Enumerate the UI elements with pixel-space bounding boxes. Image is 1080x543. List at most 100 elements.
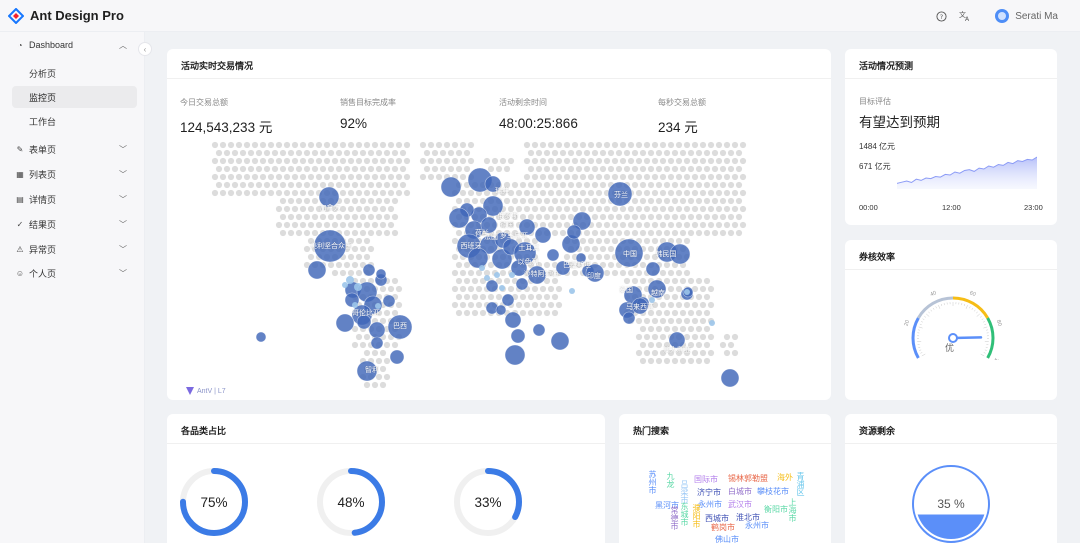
hot-search-word[interactable]: 苏州市 bbox=[648, 470, 657, 494]
map-dot bbox=[311, 197, 319, 205]
gauge-minor-tick bbox=[976, 313, 980, 317]
map-dot bbox=[539, 221, 547, 229]
map-dot bbox=[279, 197, 287, 205]
sidebar-item-list[interactable]: ▦ 列表页 ﹀ bbox=[0, 163, 145, 185]
gauge-minor-tick bbox=[918, 326, 923, 329]
map-dot bbox=[675, 189, 683, 197]
question-circle-icon[interactable]: ? bbox=[935, 10, 947, 22]
hot-search-word[interactable]: 国际市 bbox=[694, 475, 718, 484]
map-bubble bbox=[509, 272, 515, 278]
map-dot bbox=[559, 181, 567, 189]
map-dot bbox=[723, 205, 731, 213]
hot-search-word[interactable]: 永州市 bbox=[745, 521, 769, 530]
hot-search-word[interactable]: 佛山市 bbox=[715, 535, 739, 543]
map-dot bbox=[655, 357, 663, 365]
hot-search-word[interactable]: 东城市 bbox=[680, 502, 689, 526]
map-dot bbox=[547, 301, 555, 309]
map-dot bbox=[475, 285, 483, 293]
chevron-up-icon: ︿ bbox=[119, 40, 127, 50]
map-country-label: 荷兰 bbox=[475, 230, 489, 237]
map-dot bbox=[487, 293, 495, 301]
map-dot bbox=[595, 141, 603, 149]
map-dot bbox=[503, 181, 511, 189]
hot-search-word[interactable]: 衡阳市 bbox=[764, 505, 788, 514]
hot-search-word[interactable]: 淮北市 bbox=[736, 513, 760, 522]
map-country-label: 土耳其 bbox=[518, 245, 540, 252]
sidebar-item-form[interactable]: ✎ 表单页 ﹀ bbox=[0, 138, 145, 160]
hot-search-word[interactable]: 吕梁市 bbox=[680, 480, 689, 504]
gauge-minor-tick bbox=[921, 353, 926, 357]
sidebar-item-workplace[interactable]: 工作台 bbox=[12, 110, 137, 132]
map-dot bbox=[599, 213, 607, 221]
hot-search-word[interactable]: 青浦区 bbox=[796, 472, 805, 496]
map-dot bbox=[315, 173, 323, 181]
map-dot bbox=[547, 221, 555, 229]
map-dot bbox=[675, 221, 683, 229]
map-dot bbox=[615, 229, 623, 237]
hot-search-word[interactable]: 西城市 bbox=[705, 514, 729, 523]
map-dot bbox=[223, 149, 231, 157]
hot-search-word[interactable]: 海外 bbox=[777, 473, 793, 482]
sidebar-item-analysis[interactable]: 分析页 bbox=[12, 62, 137, 84]
ring-progress bbox=[454, 468, 522, 536]
map-bubble bbox=[484, 275, 490, 281]
map-dot bbox=[547, 189, 555, 197]
hot-search-word[interactable]: 濮阳市 bbox=[692, 504, 701, 528]
map-dot bbox=[375, 229, 383, 237]
map-bubble bbox=[527, 265, 547, 285]
x-tick-label: 00:00 bbox=[859, 203, 878, 212]
map-bubble bbox=[585, 263, 605, 283]
map-dot bbox=[455, 261, 463, 269]
card-divider bbox=[845, 78, 1057, 79]
sidebar-item-exception[interactable]: ⚠ 异常页 ﹀ bbox=[0, 238, 145, 260]
hot-search-word[interactable]: 鹤岗市 bbox=[711, 523, 735, 532]
map-dot bbox=[243, 141, 251, 149]
sidebar-collapse-button[interactable]: ‹ bbox=[138, 42, 152, 56]
world-map[interactable] bbox=[167, 140, 831, 398]
hot-search-word[interactable]: 永州市 bbox=[698, 500, 722, 509]
card-title: 券核效率 bbox=[859, 252, 896, 262]
card-divider bbox=[167, 78, 831, 79]
map-dot bbox=[739, 141, 747, 149]
map-dot bbox=[383, 229, 391, 237]
ring-progress bbox=[180, 468, 248, 536]
map-dot bbox=[683, 189, 691, 197]
map-dot bbox=[631, 229, 639, 237]
map-dot bbox=[515, 189, 523, 197]
map-dot bbox=[283, 221, 291, 229]
hot-search-word[interactable]: 黑河市 bbox=[655, 501, 679, 510]
map-dot bbox=[531, 285, 539, 293]
sidebar-item-profile[interactable]: ▤ 详情页 ﹀ bbox=[0, 188, 145, 210]
map-bubble bbox=[501, 293, 515, 307]
map-dot bbox=[539, 285, 547, 293]
map-bubble bbox=[480, 216, 498, 234]
sidebar-item-dashboard[interactable]: ◔ Dashboard ︿ bbox=[0, 34, 145, 56]
sidebar-item-account[interactable]: ☺ 个人页 ﹀ bbox=[0, 262, 145, 284]
hot-search-word[interactable]: 攀枝花市 bbox=[757, 487, 789, 496]
map-dot bbox=[651, 141, 659, 149]
map-bubble bbox=[485, 279, 499, 293]
hot-search-word[interactable]: 白城市 bbox=[728, 487, 752, 496]
map-dot bbox=[607, 165, 615, 173]
map-dot bbox=[399, 149, 407, 157]
sidebar-item-result[interactable]: ✓ 结果页 ﹀ bbox=[0, 213, 145, 235]
gauge-segment bbox=[911, 317, 920, 359]
hot-search-word[interactable]: 济宁市 bbox=[697, 488, 721, 497]
gauge-tick-label: 80 bbox=[995, 319, 1003, 327]
hot-search-word[interactable]: 锡林郭勒盟 bbox=[728, 474, 768, 483]
map-dot bbox=[295, 181, 303, 189]
map-dot bbox=[683, 173, 691, 181]
user-menu[interactable]: Serati Ma bbox=[995, 9, 1058, 23]
map-dot bbox=[331, 205, 339, 213]
map-dot bbox=[575, 165, 583, 173]
hot-search-word[interactable]: 九龙 bbox=[666, 472, 675, 488]
map-dot bbox=[655, 325, 663, 333]
hot-search-word[interactable]: 武汉市 bbox=[728, 500, 752, 509]
map-dot bbox=[535, 197, 543, 205]
hot-search-word[interactable]: 上海市 bbox=[788, 498, 797, 522]
sidebar-item-monitor[interactable]: 监控页 bbox=[12, 86, 137, 108]
app-logo[interactable]: Ant Design Pro bbox=[8, 7, 124, 24]
map-dot bbox=[647, 165, 655, 173]
hot-search-word[interactable]: 常德市 bbox=[670, 506, 679, 530]
